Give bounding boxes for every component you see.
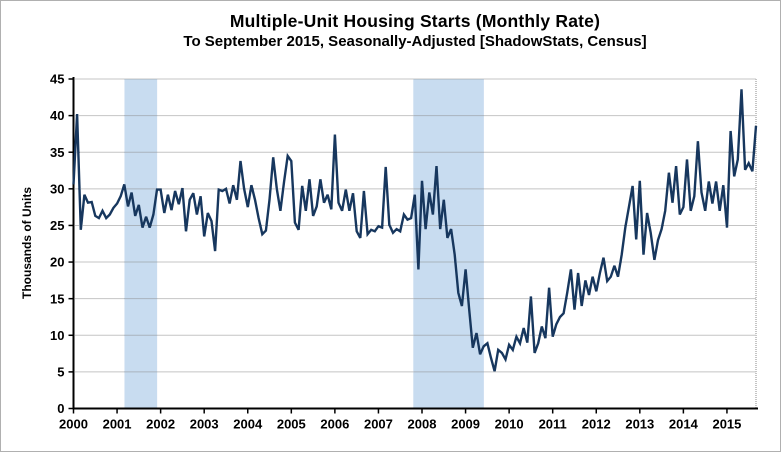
y-tick-label: 25 — [50, 218, 64, 233]
x-tick-label: 2010 — [495, 417, 524, 432]
y-axis-ticks: 0 5 10 15 20 25 30 35 40 45 — [50, 72, 74, 416]
y-tick-label: 10 — [50, 328, 64, 343]
x-tick-label: 2004 — [233, 417, 263, 432]
x-tick-label: 2001 — [103, 417, 132, 432]
x-tick-label: 2008 — [408, 417, 437, 432]
chart-title: Multiple-Unit Housing Starts (Monthly Ra… — [229, 11, 601, 31]
y-tick-label: 5 — [57, 364, 64, 379]
axes — [72, 77, 758, 410]
x-tick-label: 2015 — [712, 417, 741, 432]
x-tick-label: 2014 — [669, 417, 699, 432]
housing-starts-series-line — [72, 89, 758, 372]
x-tick-label: 2013 — [625, 417, 654, 432]
y-tick-label: 0 — [57, 401, 64, 416]
x-tick-label: 2006 — [320, 417, 349, 432]
y-tick-label: 45 — [50, 72, 64, 87]
x-tick-label: 2007 — [364, 417, 393, 432]
y-tick-label: 35 — [50, 145, 64, 160]
y-tick-label: 40 — [50, 108, 64, 123]
y-tick-label: 15 — [50, 291, 64, 306]
x-tick-label: 2000 — [59, 417, 88, 432]
x-axis-ticks: 2000 2001 2002 2003 2004 2005 2006 2007 2008 2009… — [59, 408, 741, 432]
x-tick-label: 2009 — [451, 417, 480, 432]
x-tick-label: 2002 — [146, 417, 175, 432]
recession-bands — [124, 79, 484, 409]
chart-subtitle: To September 2015, Seasonally-Adjusted [… — [183, 33, 647, 50]
x-tick-label: 2005 — [277, 417, 306, 432]
y-tick-label: 30 — [50, 181, 64, 196]
recession-band — [413, 79, 484, 409]
recession-band — [124, 79, 158, 409]
x-tick-label: 2011 — [539, 417, 567, 432]
x-tick-label: 2003 — [190, 417, 219, 432]
x-tick-label: 2012 — [582, 417, 611, 432]
y-tick-label: 20 — [50, 255, 64, 270]
